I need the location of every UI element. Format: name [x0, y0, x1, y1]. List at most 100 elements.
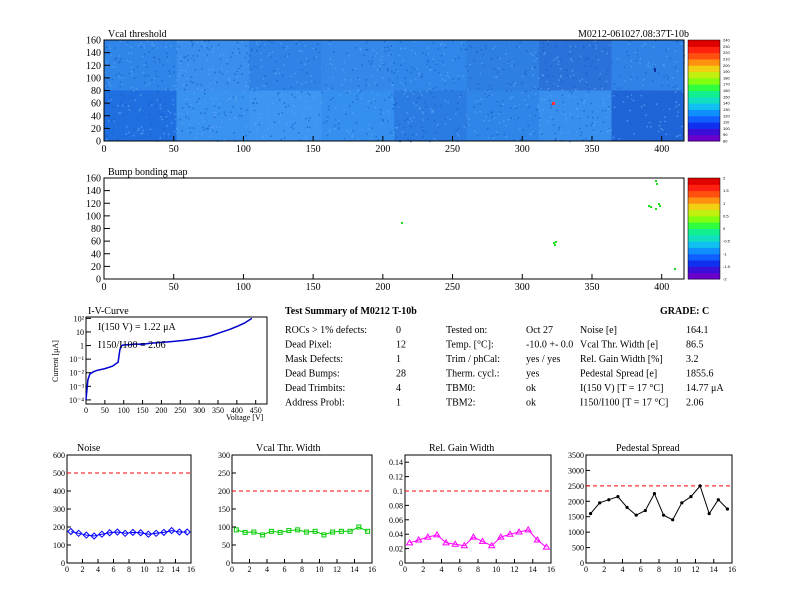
- vcal-palette-label: 110: [723, 120, 730, 125]
- vcal-pixel: [513, 138, 515, 141]
- vcal-pixel: [343, 61, 346, 64]
- chart-title: Pedestal Spread: [616, 443, 680, 454]
- vcal-pixel: [483, 119, 485, 122]
- vcal-pixel: [514, 119, 517, 121]
- vcal-pixel: [541, 98, 544, 100]
- vcal-pixel: [328, 42, 331, 45]
- vcal-pixel: [573, 74, 575, 76]
- vcal-pixel: [381, 122, 383, 125]
- vcal-pixel: [473, 60, 476, 62]
- bump-y-tick-label: 160: [86, 174, 101, 185]
- bump-x-tick-label: 400: [654, 282, 669, 293]
- vcal-pixel: [429, 88, 431, 90]
- vcal-pixel: [541, 42, 544, 44]
- vcal-pixel: [471, 46, 473, 48]
- vcal-pixel: [488, 94, 491, 97]
- vcal-pixel: [561, 94, 564, 97]
- vcal-pixel: [398, 106, 400, 108]
- vcal-pixel: [585, 125, 588, 127]
- vcal-pixel: [127, 105, 130, 107]
- vcal-pixel: [187, 59, 189, 61]
- vcal-pixel: [422, 112, 424, 114]
- vcal-pixel: [437, 126, 439, 128]
- iv-x-tick-label: 100: [118, 406, 130, 415]
- vcal-pixel: [176, 128, 179, 130]
- vcal-pixel: [278, 120, 281, 123]
- chart-series-line: [409, 529, 547, 548]
- vcal-pixel: [653, 70, 655, 73]
- chart-point: [442, 538, 450, 546]
- chart-point: [330, 529, 336, 535]
- vcal-pixel: [437, 123, 439, 126]
- vcal-pixel: [201, 134, 204, 136]
- vcal-pixel: [149, 113, 151, 115]
- vcal-pixel: [200, 45, 203, 48]
- vcal-pixel: [466, 124, 468, 127]
- vcal-pixel: [120, 81, 122, 84]
- vcal-pixel: [298, 132, 300, 134]
- vcal-pixel: [245, 135, 247, 137]
- vcal-pixel: [117, 138, 119, 140]
- vcal-y-tick-label: 100: [86, 73, 101, 84]
- vcal-pixel: [380, 59, 382, 62]
- vcal-pixel: [383, 40, 386, 43]
- vcal-pixel: [636, 76, 638, 79]
- vcal-pixel: [127, 52, 130, 55]
- vcal-pixel: [158, 60, 161, 63]
- chart-point: [365, 528, 371, 534]
- vcal-pixel: [250, 48, 253, 51]
- vcal-pixel: [681, 125, 683, 128]
- summary-value: 2.06: [686, 398, 704, 409]
- vcal-pixel: [655, 40, 657, 42]
- vcal-pixel: [243, 113, 245, 115]
- vcal-pixel: [567, 53, 570, 56]
- vcal-pixel: [406, 112, 408, 114]
- vcal-pixel: [305, 135, 308, 138]
- vcal-pixel: [507, 42, 509, 45]
- vcal-pixel: [421, 126, 423, 128]
- vcal-pixel: [665, 130, 667, 132]
- vcal-pixel: [305, 138, 307, 141]
- summary-label: Temp. [°C]:: [446, 340, 494, 351]
- vcal-pixel: [498, 122, 501, 124]
- vcal-pixel: [652, 121, 655, 123]
- vcal-pixel: [600, 85, 602, 88]
- vcal-pixel: [220, 93, 223, 95]
- vcal-pixel: [177, 113, 180, 116]
- vcal-pixel: [428, 82, 431, 84]
- vcal-pixel: [519, 41, 521, 44]
- vcal-pixel: [657, 123, 660, 125]
- vcal-pixel: [663, 76, 665, 78]
- vcal-pixel: [415, 104, 417, 107]
- vcal-pixel: [573, 86, 575, 88]
- vcal-pixel: [453, 80, 456, 83]
- vcal-pixel: [166, 125, 168, 127]
- iv-ylabel: Current [μA]: [51, 340, 60, 382]
- vcal-pixel: [360, 97, 363, 100]
- vcal-pixel: [216, 81, 218, 84]
- vcal-pixel: [170, 45, 172, 47]
- vcal-pixel: [678, 104, 680, 106]
- vcal-pixel: [479, 111, 481, 113]
- vcal-pixel: [534, 66, 537, 69]
- vcal-pixel: [375, 135, 378, 138]
- vcal-pixel: [328, 106, 330, 108]
- vcal-pixel: [218, 71, 221, 73]
- vcal-pixel: [369, 137, 372, 140]
- chart-point: [478, 537, 487, 544]
- vcal-pixel: [247, 64, 250, 66]
- vcal-pixel: [382, 120, 384, 122]
- vcal-pixel: [652, 80, 654, 82]
- chart-point: [183, 528, 191, 536]
- vcal-pixel: [159, 107, 162, 110]
- vcal-pixel: [276, 80, 278, 82]
- vcal-pixel: [530, 53, 532, 55]
- iv-y-tick-label: 10²: [74, 314, 85, 323]
- summary-value: 164.1: [686, 325, 709, 336]
- vcal-palette-swatch: [688, 71, 720, 79]
- vcal-pixel: [119, 85, 121, 88]
- vcal-pixel: [432, 60, 435, 63]
- chart-x-tick-label: 16: [728, 565, 736, 574]
- vcal-pixel: [383, 63, 385, 66]
- vcal-pixel: [476, 51, 478, 54]
